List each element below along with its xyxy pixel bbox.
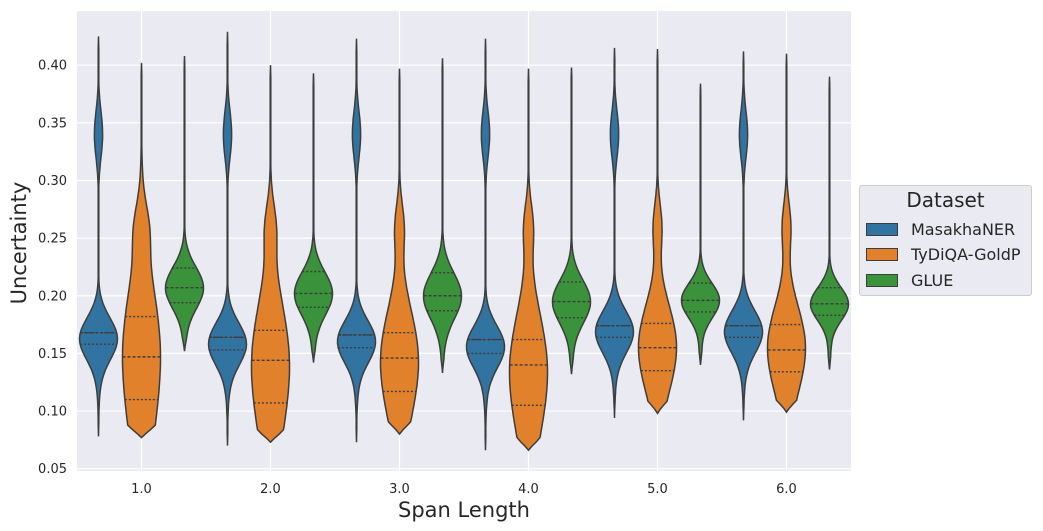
legend: Dataset MasakhaNER TyDiQA-GoldP GLUE — [859, 185, 1032, 296]
violin-glue-2.0 — [293, 73, 334, 363]
violin-tydiqa-goldp-3.0 — [379, 68, 420, 436]
x-tick-label-3.0: 3.0 — [389, 482, 410, 497]
x-tick-label-2.0: 2.0 — [260, 482, 281, 497]
violin-glue-4.0 — [551, 67, 592, 375]
violin-glue-5.0 — [680, 83, 721, 365]
y-tick-label-0.05: 0.05 — [38, 462, 67, 477]
violin-tydiqa-goldp-4.0 — [508, 68, 549, 452]
x-tick-label-6.0: 6.0 — [776, 482, 797, 497]
legend-item-tydiqa-goldp: TyDiQA-GoldP — [866, 244, 1021, 264]
y-tick-label-0.20: 0.20 — [38, 289, 67, 304]
violin-glue-1.0 — [164, 55, 205, 352]
y-tick-label-0.15: 0.15 — [38, 347, 67, 362]
violin-masakhaner-3.0 — [336, 38, 377, 443]
violin-masakhaner-6.0 — [723, 51, 764, 421]
violin-tydiqa-goldp-5.0 — [637, 48, 678, 415]
x-tick-labels: 1.0 2.0 3.0 4.0 5.0 6.0 — [131, 482, 797, 497]
legend-swatch-masakhaner — [866, 222, 898, 236]
y-tick-label-0.30: 0.30 — [38, 174, 67, 189]
x-tick-label-1.0: 1.0 — [131, 482, 152, 497]
violin-glue-6.0 — [809, 76, 850, 370]
y-axis-label: Uncertainty — [7, 182, 31, 305]
legend-title: Dataset — [906, 188, 985, 212]
plot-area — [77, 11, 851, 471]
y-tick-label-0.40: 0.40 — [38, 59, 67, 74]
violin-masakhaner-1.0 — [78, 36, 119, 437]
x-tick-label-5.0: 5.0 — [647, 482, 668, 497]
x-axis-label: Span Length — [398, 498, 530, 522]
x-tick-label-4.0: 4.0 — [518, 482, 539, 497]
legend-label-glue: GLUE — [911, 270, 954, 290]
violin-tydiqa-goldp-2.0 — [250, 65, 291, 444]
y-tick-label-0.25: 0.25 — [38, 232, 67, 247]
legend-swatch-tydiqa-goldp — [866, 247, 898, 261]
violin-tydiqa-goldp-6.0 — [766, 53, 807, 414]
violin-tydiqa-goldp-1.0 — [121, 62, 162, 439]
y-tick-label-0.10: 0.10 — [38, 405, 67, 420]
legend-item-glue: GLUE — [866, 270, 953, 290]
violin-glue-3.0 — [422, 58, 463, 374]
legend-item-masakhaner: MasakhaNER — [866, 219, 1015, 239]
violins — [78, 31, 850, 452]
legend-swatch-glue — [866, 273, 898, 287]
y-tick-label-0.35: 0.35 — [38, 116, 67, 131]
violin-masakhaner-2.0 — [207, 31, 248, 446]
legend-label-tydiqa-goldp: TyDiQA-GoldP — [911, 244, 1021, 264]
legend-label-masakhaner: MasakhaNER — [911, 219, 1016, 239]
y-tick-labels: 0.05 0.10 0.15 0.20 0.25 0.30 0.35 0.40 — [38, 59, 67, 478]
violin-masakhaner-4.0 — [465, 38, 506, 451]
